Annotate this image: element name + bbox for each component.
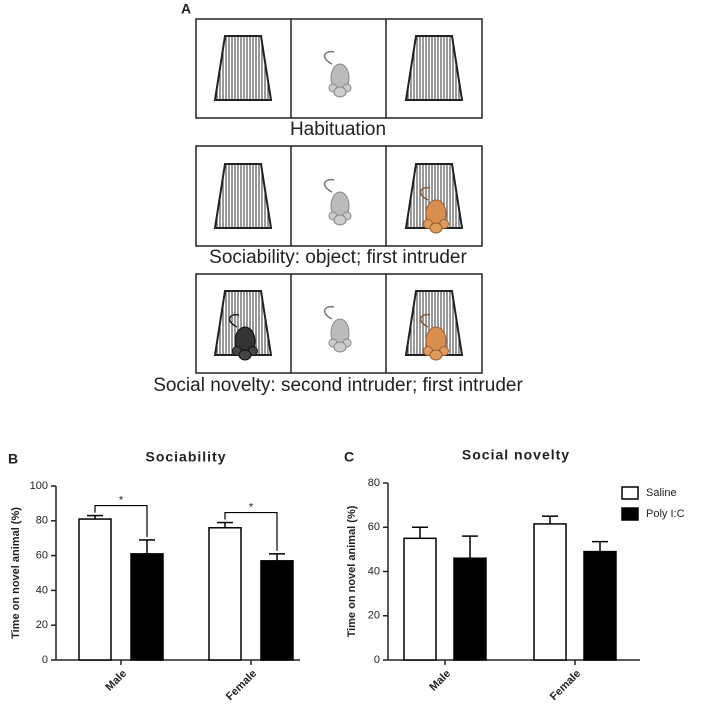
legend-label: Saline <box>646 487 677 499</box>
y-tick-label: 40 <box>368 565 380 577</box>
bar <box>260 560 294 661</box>
bar <box>78 518 112 661</box>
y-tick-label: 20 <box>368 610 380 622</box>
x-tick-label: Male <box>427 668 453 694</box>
legend-label: Poly I:C <box>646 508 685 520</box>
y-tick-label: 80 <box>36 515 48 527</box>
x-tick-label: Female <box>224 668 259 703</box>
significance-bracket <box>94 504 148 537</box>
caption: Social novelty: second intruder; first i… <box>153 375 523 396</box>
panel-label: A <box>181 1 191 17</box>
bar <box>453 557 487 661</box>
y-tick-label: 0 <box>42 654 48 666</box>
apparatus-row <box>195 18 483 119</box>
y-axis-label: Time on novel animal (%) <box>346 505 358 637</box>
bar <box>533 523 567 661</box>
bar <box>130 553 164 661</box>
y-tick-label: 40 <box>36 584 48 596</box>
y-tick-label: 20 <box>36 619 48 631</box>
caption: Sociability: object; first intruder <box>209 247 467 268</box>
significance-bracket <box>224 511 278 551</box>
y-tick-label: 100 <box>30 480 48 492</box>
x-tick-label: Female <box>548 668 583 703</box>
apparatus-row <box>195 273 483 374</box>
chart-title: Sociability <box>145 449 226 465</box>
y-tick-label: 0 <box>374 654 380 666</box>
legend-swatch <box>621 507 639 521</box>
panel-label: B <box>8 451 18 467</box>
caption: Habituation <box>290 119 386 140</box>
panel-label: C <box>344 449 354 465</box>
bar <box>403 537 437 661</box>
chart-title: Social novelty <box>462 447 570 463</box>
significance-label: * <box>249 501 254 513</box>
y-tick-label: 60 <box>368 521 380 533</box>
significance-label: * <box>119 494 124 506</box>
legend-swatch <box>621 486 639 500</box>
y-axis-label: Time on novel animal (%) <box>10 507 22 639</box>
bar <box>208 527 242 661</box>
y-tick-label: 80 <box>368 477 380 489</box>
apparatus-row <box>195 145 483 247</box>
bar <box>583 550 617 661</box>
x-tick-label: Male <box>103 668 129 694</box>
y-tick-label: 60 <box>36 550 48 562</box>
